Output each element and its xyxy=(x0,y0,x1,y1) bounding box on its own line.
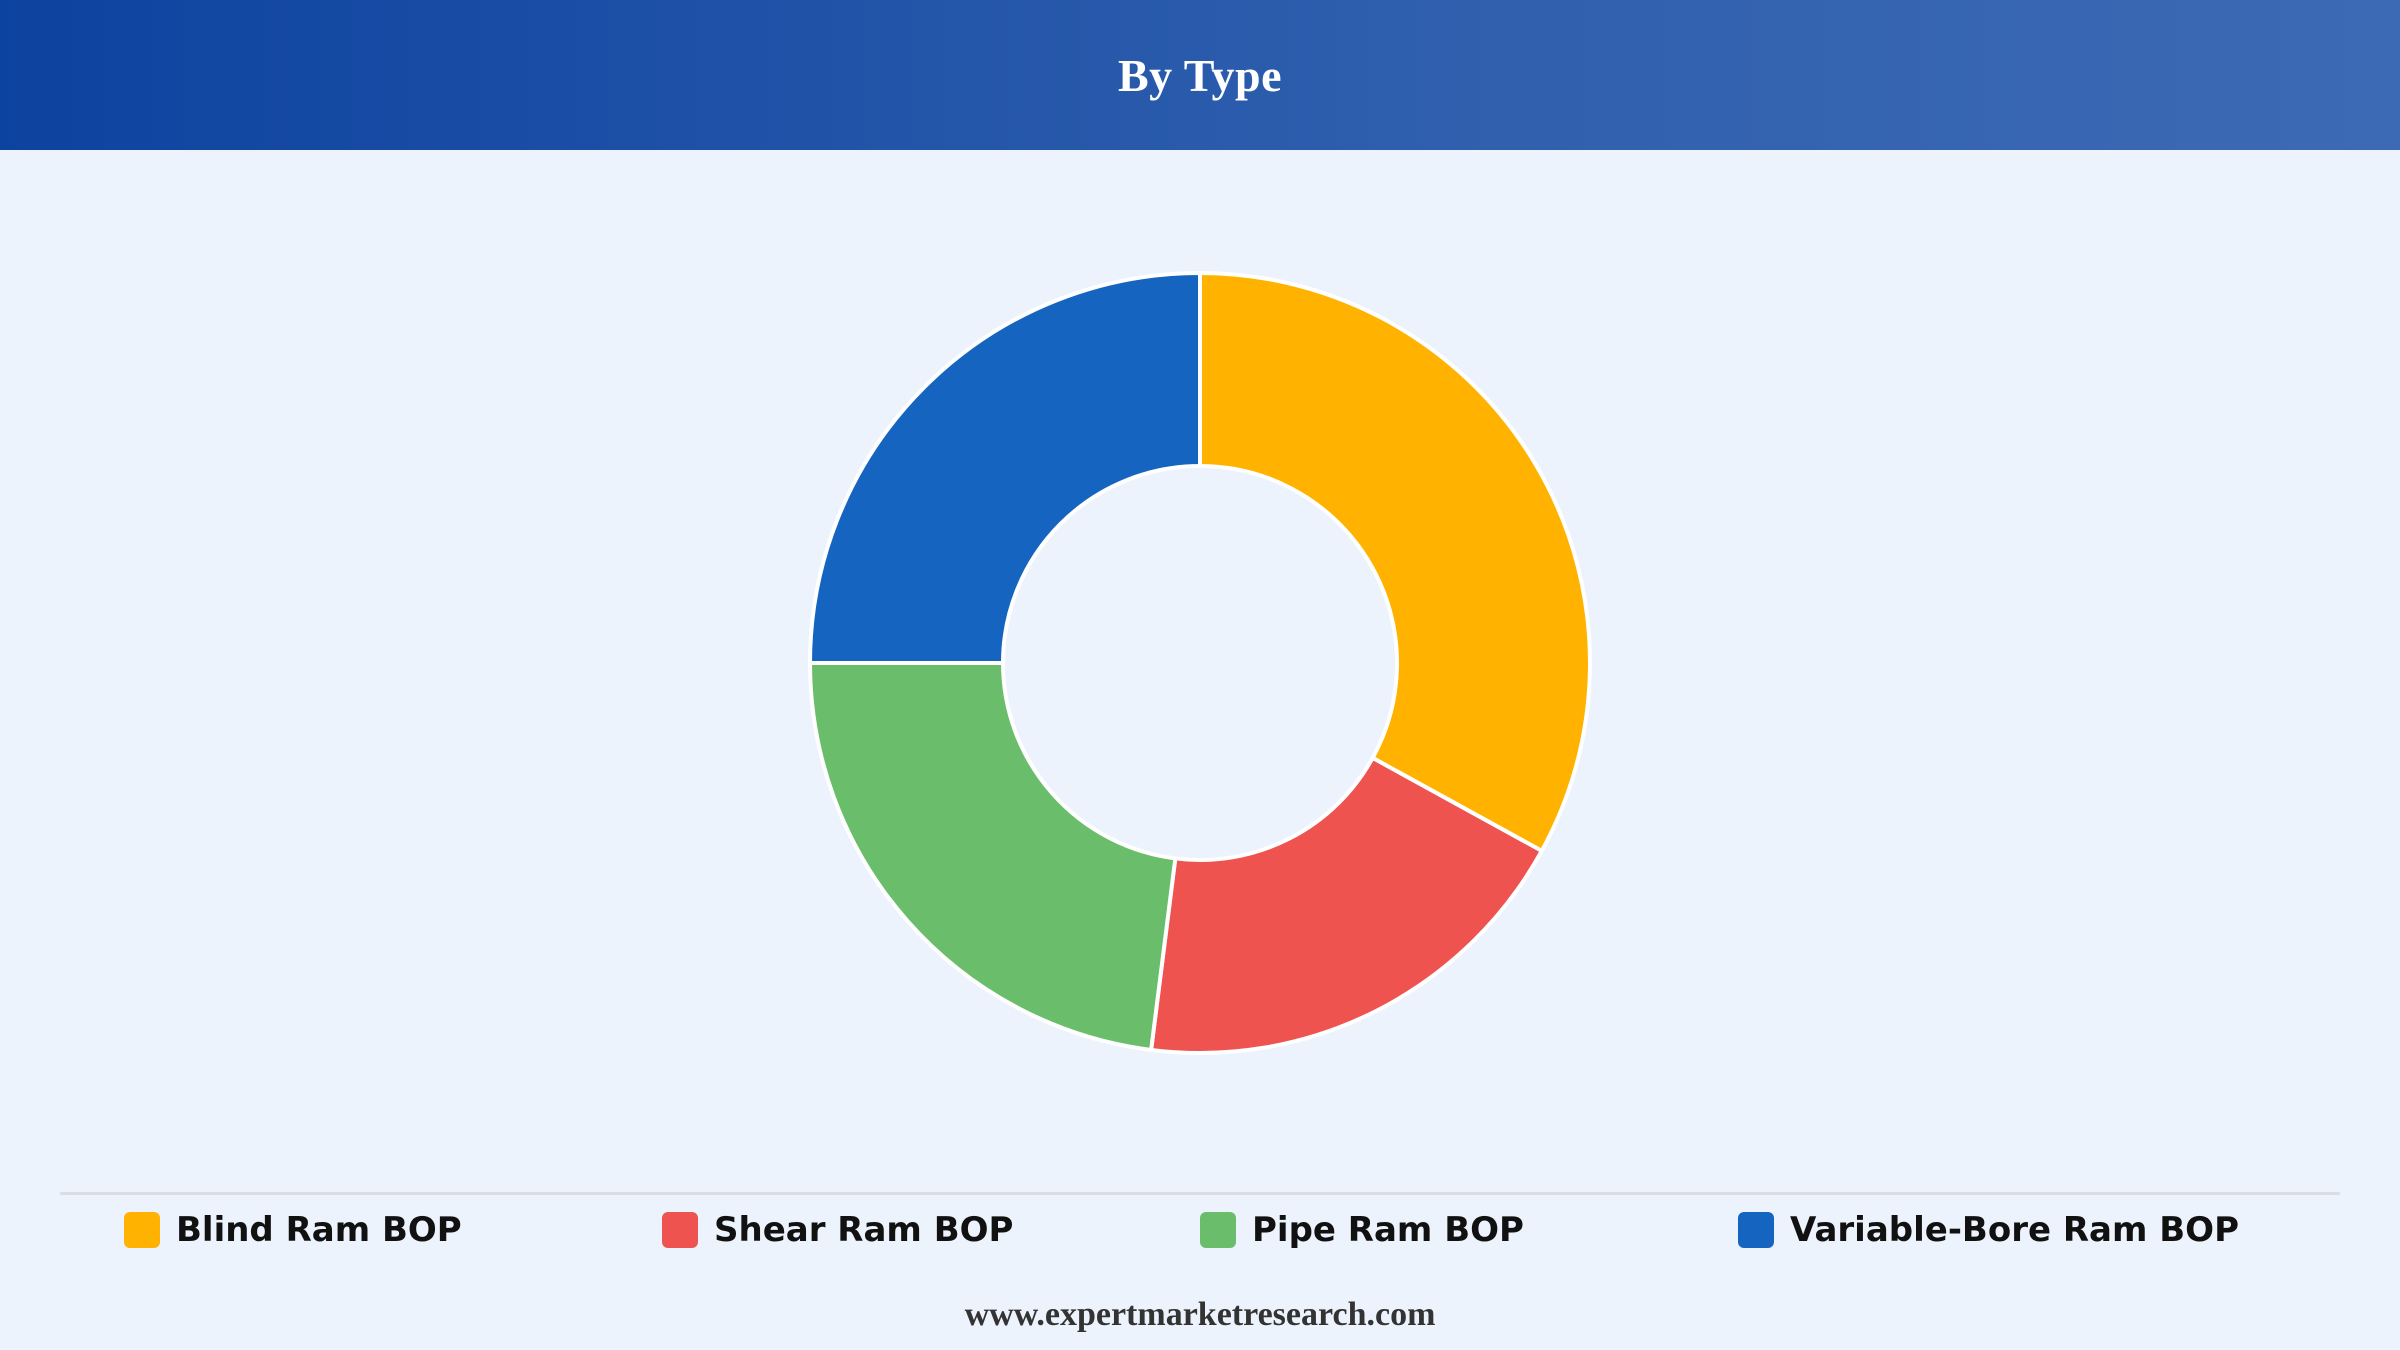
legend-item-shear-ram-bop[interactable]: Shear Ram BOP xyxy=(662,1205,1013,1255)
legend: Blind Ram BOP Shear Ram BOP Pipe Ram BOP… xyxy=(0,1205,2400,1255)
donut-slice-blind-ram-bop[interactable] xyxy=(1198,271,1592,853)
donut-slice-pipe-ram-bop[interactable] xyxy=(808,661,1178,1052)
donut-slice-shear-ram-bop[interactable] xyxy=(1149,755,1544,1055)
footer-url[interactable]: www.expertmarketresearch.com xyxy=(964,1296,1436,1333)
legend-divider xyxy=(60,1192,2340,1195)
legend-label-variable-bore-ram-bop: Variable-Bore Ram BOP xyxy=(1790,1210,2239,1250)
legend-item-variable-bore-ram-bop[interactable]: Variable-Bore Ram BOP xyxy=(1738,1205,2239,1255)
legend-item-blind-ram-bop[interactable]: Blind Ram BOP xyxy=(124,1205,462,1255)
legend-swatch-shear-ram-bop xyxy=(662,1212,698,1248)
legend-swatch-blind-ram-bop xyxy=(124,1212,160,1248)
legend-label-pipe-ram-bop: Pipe Ram BOP xyxy=(1252,1210,1524,1250)
donut-slice-variable-bore-ram-bop[interactable] xyxy=(808,271,1202,665)
legend-label-shear-ram-bop: Shear Ram BOP xyxy=(714,1210,1014,1250)
chart-area xyxy=(0,150,2400,1180)
header-banner: By Type xyxy=(0,0,2400,150)
donut-chart xyxy=(808,271,1592,1055)
legend-swatch-variable-bore-ram-bop xyxy=(1738,1212,1774,1248)
legend-label-blind-ram-bop: Blind Ram BOP xyxy=(176,1210,462,1250)
legend-item-pipe-ram-bop[interactable]: Pipe Ram BOP xyxy=(1200,1205,1524,1255)
chart-title: By Type xyxy=(1117,49,1283,101)
legend-swatch-pipe-ram-bop xyxy=(1200,1212,1236,1248)
